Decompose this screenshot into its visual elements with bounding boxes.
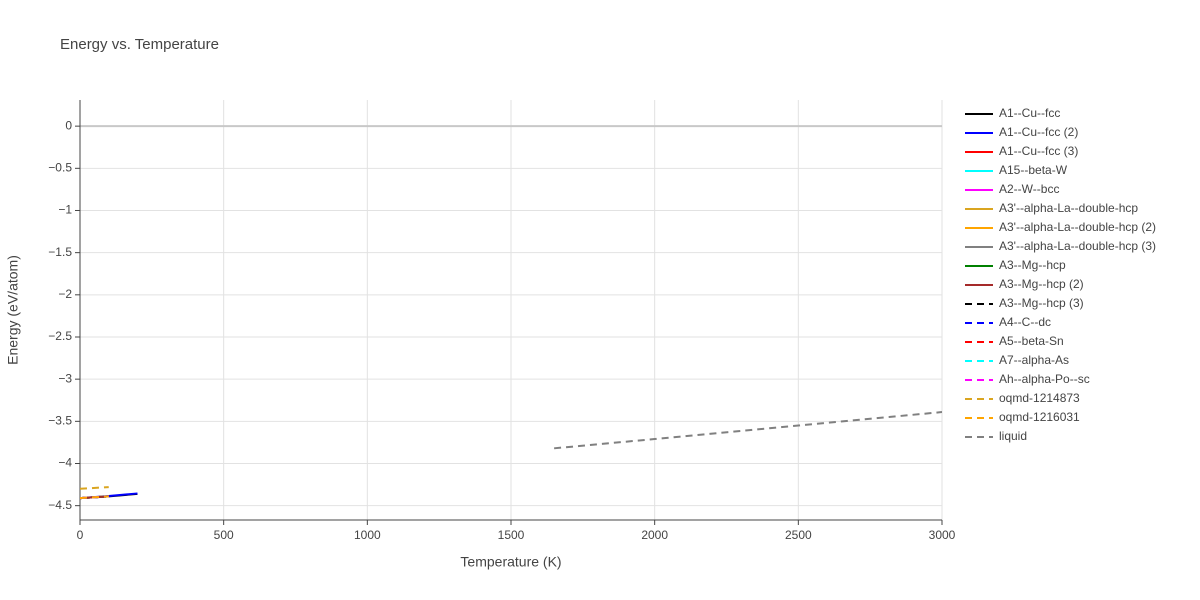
legend-label: A3--Mg--hcp (3) (999, 296, 1084, 310)
x-tick-label: 1500 (498, 528, 525, 542)
legend-label: oqmd-1214873 (999, 391, 1080, 405)
y-tick-label: −3.5 (48, 413, 72, 427)
y-tick-label: −4 (58, 456, 72, 470)
legend-label: A2--W--bcc (999, 182, 1059, 196)
series-line (80, 495, 109, 500)
legend-label: A1--Cu--fcc (2) (999, 125, 1078, 139)
y-axis-title: Energy (eV/atom) (5, 255, 21, 365)
series-line (554, 411, 942, 450)
legend-label: oqmd-1216031 (999, 410, 1080, 424)
legend-label: Ah--alpha-Po--sc (999, 372, 1090, 386)
grid: 0 500 1000 1500 2000 2500 3000 0 −0.5 −1 −1.5 −2 −2.… (48, 100, 956, 542)
legend-label: A4--C--dc (999, 315, 1051, 329)
x-tick-label: 0 (77, 528, 84, 542)
legend-label: A3--Mg--hcp (999, 258, 1066, 272)
y-tick-label: −1 (58, 203, 72, 217)
legend-label: A1--Cu--fcc (3) (999, 144, 1078, 158)
series-line (80, 486, 109, 490)
y-tick-label: −1.5 (48, 245, 72, 259)
y-tick-label: −3 (58, 371, 72, 385)
legend-label: liquid (999, 429, 1027, 443)
legend-label: A7--alpha-As (999, 353, 1069, 367)
y-tick-label: −0.5 (48, 160, 72, 174)
y-tick-label: −2.5 (48, 329, 72, 343)
y-tick-label: −2 (58, 287, 72, 301)
chart-title: Energy vs. Temperature (60, 36, 219, 53)
legend: A1--Cu--fcc A1--Cu--fcc (2) A1--Cu--fcc (3… (965, 106, 1156, 443)
legend-label: A3--Mg--hcp (2) (999, 277, 1084, 291)
x-tick-label: 500 (214, 528, 234, 542)
y-tick-label: 0 (65, 118, 72, 132)
x-axis-title: Temperature (K) (460, 554, 561, 570)
x-tick-label: 2000 (641, 528, 668, 542)
legend-label: A15--beta-W (999, 163, 1068, 177)
x-tick-label: 2500 (785, 528, 812, 542)
y-tick-label: −4.5 (48, 498, 72, 512)
x-tick-label: 3000 (929, 528, 956, 542)
legend-label: A1--Cu--fcc (999, 106, 1060, 120)
x-tick-label: 1000 (354, 528, 381, 542)
legend-label: A5--beta-Sn (999, 334, 1064, 348)
legend-label: A3'--alpha-La--double-hcp (2) (999, 220, 1156, 234)
plot-area (80, 411, 942, 500)
legend-label: A3'--alpha-La--double-hcp (3) (999, 239, 1156, 253)
legend-label: A3'--alpha-La--double-hcp (999, 201, 1138, 215)
